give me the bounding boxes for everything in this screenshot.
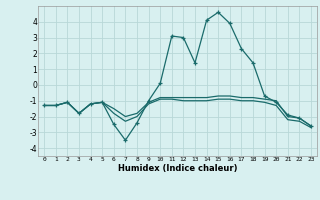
X-axis label: Humidex (Indice chaleur): Humidex (Indice chaleur)	[118, 164, 237, 173]
